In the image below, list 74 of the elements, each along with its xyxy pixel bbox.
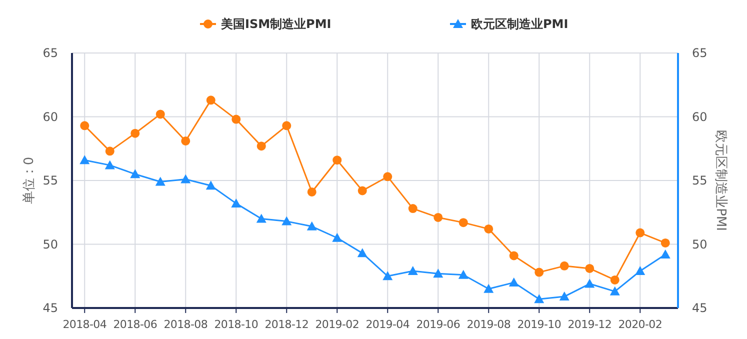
point [660, 238, 670, 248]
point [484, 224, 494, 234]
point [484, 284, 494, 293]
y-tick-label: 65 [42, 46, 58, 60]
point [105, 146, 114, 156]
point [584, 278, 595, 288]
point [155, 176, 166, 186]
point [181, 136, 190, 146]
point [508, 278, 519, 286]
y2-tick-label: 45 [692, 301, 708, 315]
point [534, 294, 544, 304]
y-tick-label: 45 [42, 301, 58, 315]
point [408, 204, 418, 214]
point [156, 110, 165, 119]
point [434, 212, 443, 222]
x-tick-label: 2018-06 [113, 318, 158, 331]
point [130, 128, 140, 138]
point [306, 221, 317, 230]
x-tick-label: 2020-02 [618, 318, 662, 331]
point [206, 180, 216, 190]
point [180, 174, 191, 184]
y-tick-label: 50 [42, 237, 58, 252]
point [560, 261, 569, 270]
point [232, 114, 241, 124]
y2-tick-label: 50 [692, 237, 708, 252]
x-tick-label: 2019-10 [517, 318, 562, 331]
point [130, 169, 140, 178]
point [206, 96, 216, 105]
x-tick-label: 2019-04 [366, 318, 410, 331]
point [635, 266, 646, 276]
point [282, 216, 292, 226]
y-tick-label: 55 [42, 174, 58, 188]
point [585, 264, 594, 273]
y2-axis-title: 欧元区制造业PMI [713, 130, 728, 231]
x-tick-label: 2019-02 [315, 318, 360, 331]
x-tick-label: 2018-08 [164, 318, 208, 331]
x-tick-label: 2018-04 [62, 318, 107, 331]
x-tick-label: 2018-12 [264, 318, 309, 331]
point [357, 248, 368, 258]
point [534, 268, 544, 277]
point [636, 228, 645, 238]
legend-label: 美国ISM制造业PMI [220, 17, 332, 31]
y2-tick-label: 55 [692, 174, 708, 188]
x-tick-label: 2018-10 [214, 318, 258, 331]
point [282, 121, 292, 130]
point [660, 249, 670, 258]
point [610, 275, 620, 284]
point [256, 142, 266, 151]
point [382, 271, 393, 280]
x-tick-label: 2019-06 [416, 318, 460, 331]
point [256, 214, 266, 223]
point [80, 121, 90, 130]
point [559, 292, 570, 301]
point [80, 155, 90, 164]
point [307, 187, 316, 196]
legend-label: 欧元区制造业PMI [471, 17, 568, 31]
point [610, 286, 620, 296]
point [458, 270, 468, 279]
point [408, 266, 418, 276]
point [104, 160, 115, 170]
point [358, 186, 367, 196]
y-tick-label: 60 [42, 110, 58, 124]
point [458, 218, 468, 228]
y2-tick-label: 65 [692, 46, 708, 60]
y2-tick-label: 60 [692, 110, 708, 124]
point [332, 232, 342, 242]
point [433, 268, 444, 278]
point [509, 251, 518, 260]
x-tick-label: 2019-12 [568, 318, 612, 331]
point [383, 172, 392, 182]
point [332, 156, 342, 165]
y-axis-title: 单位：0 [22, 156, 37, 204]
point [231, 198, 242, 208]
x-tick-label: 2019-08 [466, 318, 511, 331]
